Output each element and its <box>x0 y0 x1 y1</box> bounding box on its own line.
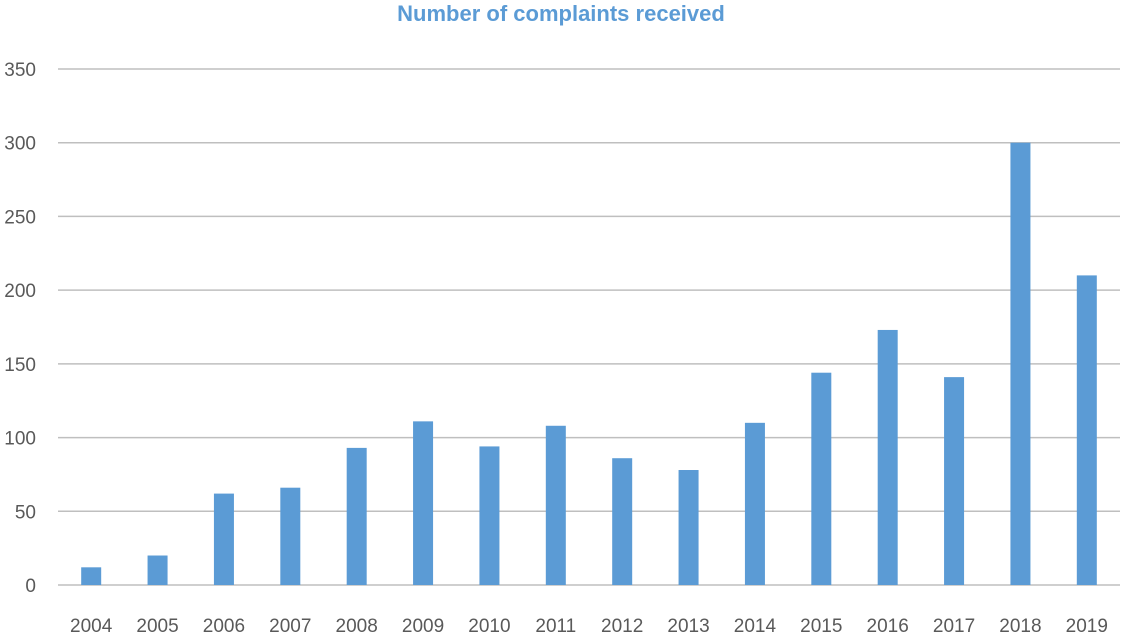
x-tick-label: 2011 <box>535 616 576 633</box>
bar-2013 <box>678 470 699 585</box>
y-tick-label: 250 <box>4 207 36 228</box>
y-tick-label: 300 <box>4 134 36 155</box>
y-tick-label: 350 <box>4 60 36 81</box>
bar-2019 <box>1076 275 1097 585</box>
bar-2009 <box>413 421 434 585</box>
x-axis-ticks: 2004 2005 2006 2007 2008 2009 2010 2011 2012 2013… <box>70 616 1108 633</box>
x-tick-label: 2012 <box>601 616 643 633</box>
x-tick-label: 2014 <box>734 616 777 633</box>
bar-2004 <box>81 567 102 585</box>
bar-2007 <box>280 487 301 585</box>
x-tick-label: 2007 <box>269 616 311 633</box>
x-tick-label: 2016 <box>867 616 909 633</box>
bar-2015 <box>811 372 832 585</box>
x-tick-label: 2018 <box>999 616 1041 633</box>
bar-2014 <box>744 422 765 585</box>
x-tick-label: 2005 <box>136 616 178 633</box>
bar-2006 <box>213 493 234 585</box>
chart-title: Number of complaints received <box>397 1 725 26</box>
y-axis-ticks: 0 50 100 150 200 250 300 350 <box>4 60 36 597</box>
y-tick-label: 0 <box>25 576 36 597</box>
bar-2005 <box>147 555 168 585</box>
x-tick-label: 2008 <box>336 616 378 633</box>
y-tick-label: 100 <box>4 429 36 450</box>
bars <box>81 142 1097 585</box>
y-tick-label: 200 <box>4 281 36 302</box>
bar-2008 <box>346 447 367 585</box>
x-tick-label: 2017 <box>933 616 975 633</box>
bar-2012 <box>612 458 633 585</box>
x-tick-label: 2004 <box>70 616 113 633</box>
bar-2018 <box>1010 142 1031 585</box>
bar-2017 <box>944 377 965 585</box>
y-tick-label: 150 <box>4 355 36 376</box>
y-tick-label: 50 <box>15 502 36 523</box>
x-tick-label: 2009 <box>402 616 444 633</box>
x-tick-label: 2010 <box>468 616 510 633</box>
x-tick-label: 2013 <box>667 616 709 633</box>
bar-2010 <box>479 446 500 585</box>
bar-2011 <box>545 425 566 585</box>
x-tick-label: 2006 <box>203 616 245 633</box>
x-tick-label: 2015 <box>800 616 842 633</box>
gridlines <box>58 68 1120 586</box>
x-tick-label: 2019 <box>1066 616 1108 633</box>
bar-2016 <box>877 329 898 585</box>
